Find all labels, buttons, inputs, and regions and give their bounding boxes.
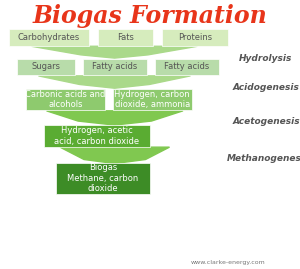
- Text: Acetogenesis: Acetogenesis: [232, 117, 300, 126]
- Text: Fatty acids: Fatty acids: [92, 62, 137, 72]
- Text: Biogas
Methane, carbon
dioxide: Biogas Methane, carbon dioxide: [67, 163, 138, 193]
- Text: Fatty acids: Fatty acids: [164, 62, 209, 72]
- FancyBboxPatch shape: [154, 59, 219, 75]
- Text: Hydrolysis: Hydrolysis: [238, 54, 292, 63]
- Text: Sugars: Sugars: [31, 62, 60, 72]
- Text: Biogas Formation: Biogas Formation: [33, 4, 267, 28]
- Text: Methanogenesis: Methanogenesis: [226, 154, 300, 163]
- FancyBboxPatch shape: [16, 59, 75, 75]
- FancyBboxPatch shape: [98, 29, 153, 46]
- Text: Hydrogen, acetic
acid, carbon dioxide: Hydrogen, acetic acid, carbon dioxide: [54, 126, 139, 146]
- Text: Carbohydrates: Carbohydrates: [18, 33, 80, 42]
- Text: Proteins: Proteins: [178, 33, 212, 42]
- Polygon shape: [32, 46, 197, 58]
- FancyBboxPatch shape: [82, 59, 147, 75]
- Text: Carbonic acids and
alcohols: Carbonic acids and alcohols: [25, 90, 105, 109]
- Text: Fats: Fats: [117, 33, 134, 42]
- Polygon shape: [46, 111, 183, 125]
- FancyBboxPatch shape: [162, 29, 228, 46]
- FancyBboxPatch shape: [44, 125, 150, 147]
- Text: Hydrogen, carbon
dioxide, ammonia: Hydrogen, carbon dioxide, ammonia: [114, 90, 190, 109]
- Text: Acidogenesis: Acidogenesis: [232, 83, 299, 92]
- Polygon shape: [60, 147, 170, 164]
- FancyBboxPatch shape: [56, 163, 150, 194]
- Polygon shape: [38, 76, 190, 88]
- Text: www.clarke-energy.com: www.clarke-energy.com: [190, 260, 266, 265]
- FancyBboxPatch shape: [9, 29, 88, 46]
- FancyBboxPatch shape: [112, 89, 192, 110]
- FancyBboxPatch shape: [26, 89, 105, 110]
